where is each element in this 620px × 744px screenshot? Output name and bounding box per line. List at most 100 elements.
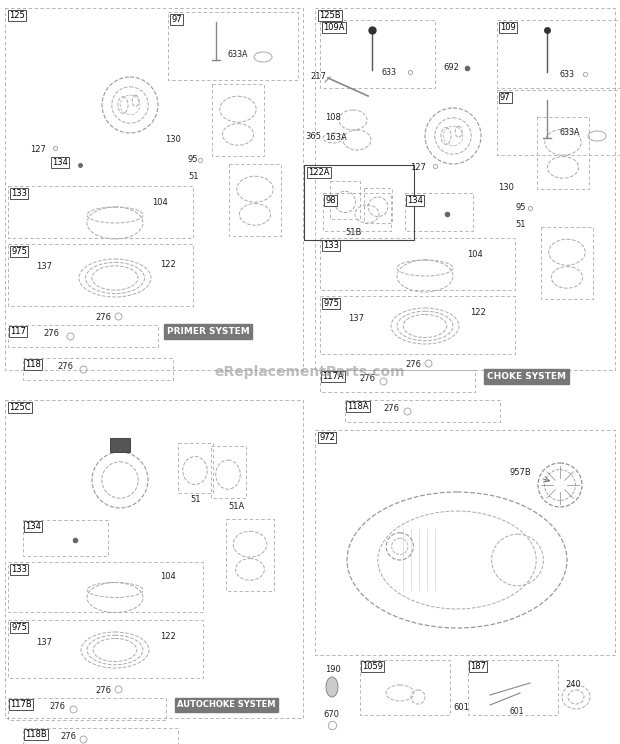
Text: 276: 276 bbox=[43, 329, 59, 338]
Text: 633A: 633A bbox=[559, 128, 580, 137]
Bar bbox=[541, 227, 593, 299]
Bar bbox=[23, 520, 108, 556]
Bar bbox=[8, 325, 158, 347]
Text: 118A: 118A bbox=[347, 402, 369, 411]
Text: 276: 276 bbox=[359, 374, 375, 383]
Text: AUTOCHOKE SYSTEM: AUTOCHOKE SYSTEM bbox=[177, 700, 275, 709]
Text: 633A: 633A bbox=[228, 50, 249, 59]
Text: 118B: 118B bbox=[25, 730, 46, 739]
Bar bbox=[23, 728, 178, 744]
Bar bbox=[345, 400, 500, 422]
Text: 117B: 117B bbox=[10, 700, 32, 709]
Bar bbox=[468, 660, 558, 715]
Text: 127: 127 bbox=[30, 145, 46, 154]
Text: 1059: 1059 bbox=[362, 662, 383, 671]
Text: 117A: 117A bbox=[322, 372, 343, 381]
Text: 122: 122 bbox=[470, 308, 485, 317]
Text: 190: 190 bbox=[325, 665, 341, 674]
Bar bbox=[8, 186, 193, 238]
Text: 276: 276 bbox=[57, 362, 73, 371]
Text: 972: 972 bbox=[319, 433, 335, 442]
Text: 134: 134 bbox=[25, 522, 41, 531]
Text: PRIMER SYSTEM: PRIMER SYSTEM bbox=[167, 327, 250, 336]
Text: 104: 104 bbox=[467, 250, 483, 259]
Text: 276: 276 bbox=[383, 404, 399, 413]
Text: 365: 365 bbox=[305, 132, 321, 141]
Text: 130: 130 bbox=[498, 183, 514, 192]
Bar bbox=[211, 446, 246, 498]
Text: 98: 98 bbox=[325, 196, 335, 205]
Text: 109A: 109A bbox=[323, 23, 345, 32]
Text: eReplacementParts.com: eReplacementParts.com bbox=[215, 365, 405, 379]
Text: 118: 118 bbox=[25, 360, 41, 369]
Text: 127: 127 bbox=[410, 163, 426, 172]
Bar bbox=[405, 193, 473, 231]
Bar bbox=[8, 620, 203, 678]
Text: 975: 975 bbox=[323, 299, 339, 308]
Text: 133: 133 bbox=[323, 241, 339, 250]
Text: 692: 692 bbox=[443, 63, 459, 72]
Text: 95: 95 bbox=[515, 203, 526, 212]
Text: 601: 601 bbox=[510, 707, 525, 716]
Text: 109: 109 bbox=[500, 23, 516, 32]
Text: 51: 51 bbox=[515, 220, 526, 229]
Text: 122: 122 bbox=[160, 632, 175, 641]
Bar bbox=[8, 244, 193, 306]
Text: 122: 122 bbox=[160, 260, 175, 269]
Bar bbox=[8, 562, 203, 612]
Text: CHOKE SYSTEM: CHOKE SYSTEM bbox=[487, 372, 566, 381]
Text: 276: 276 bbox=[95, 313, 111, 322]
Text: 240: 240 bbox=[565, 680, 581, 689]
Bar bbox=[212, 84, 264, 156]
Bar bbox=[110, 438, 130, 452]
Text: 633: 633 bbox=[382, 68, 397, 77]
Text: 670: 670 bbox=[323, 710, 339, 719]
Text: 108: 108 bbox=[325, 113, 341, 122]
Text: 975: 975 bbox=[11, 623, 27, 632]
Text: 133: 133 bbox=[11, 565, 27, 574]
Bar bbox=[364, 188, 392, 223]
Bar bbox=[8, 698, 166, 720]
Text: 137: 137 bbox=[348, 314, 364, 323]
Text: 137: 137 bbox=[36, 638, 52, 647]
Text: 117: 117 bbox=[10, 327, 26, 336]
Text: 125: 125 bbox=[9, 11, 25, 20]
Text: 601: 601 bbox=[453, 703, 469, 712]
Bar bbox=[315, 430, 615, 655]
Bar bbox=[226, 519, 274, 591]
Text: 163A: 163A bbox=[325, 133, 347, 142]
Text: 276: 276 bbox=[95, 686, 111, 695]
Text: 51: 51 bbox=[190, 495, 200, 504]
Text: 51A: 51A bbox=[228, 502, 244, 511]
Ellipse shape bbox=[326, 677, 338, 697]
Text: 134: 134 bbox=[52, 158, 68, 167]
Bar bbox=[497, 90, 620, 155]
Bar bbox=[537, 117, 589, 189]
Text: 134: 134 bbox=[407, 196, 423, 205]
Bar bbox=[168, 12, 298, 80]
Bar bbox=[315, 8, 615, 370]
Text: 276: 276 bbox=[49, 702, 65, 711]
Bar bbox=[5, 400, 303, 718]
Bar bbox=[330, 181, 360, 219]
Bar bbox=[320, 370, 475, 392]
Text: 276: 276 bbox=[405, 360, 421, 369]
Text: 975: 975 bbox=[11, 247, 27, 256]
Text: 133: 133 bbox=[11, 189, 27, 198]
Text: 97: 97 bbox=[500, 93, 511, 102]
Bar bbox=[23, 358, 173, 380]
Text: 957B: 957B bbox=[510, 468, 532, 477]
Bar bbox=[320, 20, 435, 88]
Text: 633: 633 bbox=[559, 70, 574, 79]
Text: 95: 95 bbox=[188, 155, 198, 164]
Text: 104: 104 bbox=[152, 198, 168, 207]
Bar bbox=[360, 660, 450, 715]
Text: 276: 276 bbox=[60, 732, 76, 741]
Text: 51B: 51B bbox=[345, 228, 361, 237]
Bar bbox=[304, 165, 414, 240]
Bar bbox=[320, 238, 515, 290]
Text: 125C: 125C bbox=[9, 403, 30, 412]
Bar bbox=[320, 296, 515, 354]
Bar bbox=[497, 20, 620, 88]
Text: 97: 97 bbox=[171, 15, 182, 24]
